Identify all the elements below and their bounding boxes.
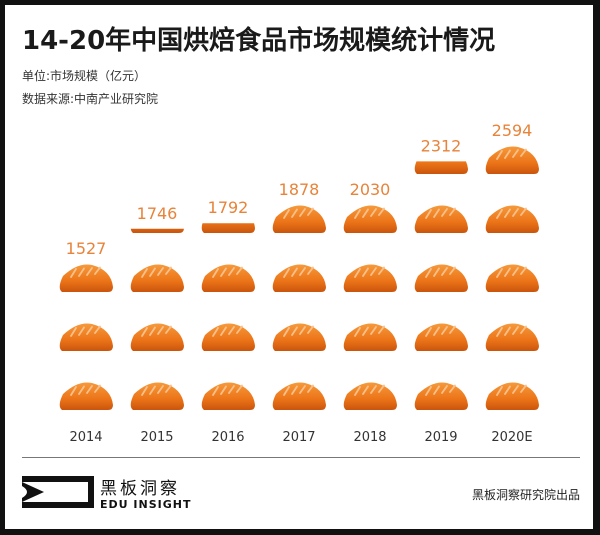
credit-text: 黑板洞察研究院出品: [471, 488, 580, 502]
bread-icon: [130, 382, 184, 410]
bread-icon: [414, 323, 468, 351]
x-tick-label: 2019: [424, 430, 457, 445]
value-label: 1527: [66, 239, 107, 258]
bread-icon: [272, 264, 326, 292]
bread-icon: [59, 264, 113, 292]
bread-icon: [485, 205, 539, 233]
logo-english: EDU INSIGHT: [100, 498, 192, 511]
source-note: 数据来源:中南产业研究院: [22, 92, 159, 106]
value-label: 1878: [279, 180, 320, 199]
x-tick-label: 2016: [211, 430, 244, 445]
bread-icon: [343, 382, 397, 410]
logo-mark-icon: [22, 476, 94, 508]
bread-icon: [485, 323, 539, 351]
bread-icon: [272, 323, 326, 351]
x-tick-label: 2015: [140, 430, 173, 445]
page-title: 14-20年中国烘焙食品市场规模统计情况: [22, 26, 496, 56]
bread-icon: [343, 323, 397, 351]
bread-icon: [130, 323, 184, 351]
bread-icon: [485, 382, 539, 410]
bread-icon: [201, 264, 255, 292]
bread-icon: [201, 223, 255, 233]
bread-icon: [485, 264, 539, 292]
bread-icon: [414, 264, 468, 292]
bread-icon: [130, 228, 184, 233]
pictogram-chart: 1527 2014 1746 2015 1792 2016 1878 2017 2030 2018…: [59, 121, 539, 445]
unit-note: 单位:市场规模（亿元）: [22, 69, 147, 83]
value-label: 2312: [421, 136, 462, 155]
bread-icon: [59, 323, 113, 351]
bread-icon: [414, 205, 468, 233]
bread-icon: [272, 382, 326, 410]
value-label: 1792: [208, 198, 249, 217]
x-tick-label: 2014: [69, 430, 102, 445]
x-tick-label: 2018: [353, 430, 386, 445]
bread-icon: [485, 146, 539, 174]
bread-icon: [414, 161, 468, 174]
bread-icon: [59, 382, 113, 410]
logo-chinese: 黑板洞察: [100, 479, 180, 499]
footer-divider: [22, 457, 580, 458]
bread-icon: [414, 382, 468, 410]
bread-icon: [201, 323, 255, 351]
brand-logo: 黑板洞察 EDU INSIGHT: [22, 474, 190, 514]
value-label: 2594: [492, 121, 533, 140]
bread-icon: [343, 264, 397, 292]
value-label: 1746: [137, 204, 178, 223]
bread-icon: [130, 264, 184, 292]
x-tick-label: 2020E: [491, 430, 532, 445]
x-tick-label: 2017: [282, 430, 315, 445]
value-label: 2030: [350, 180, 391, 199]
bread-icon: [272, 205, 326, 233]
bread-icon: [201, 382, 255, 410]
bread-icon: [343, 205, 397, 233]
